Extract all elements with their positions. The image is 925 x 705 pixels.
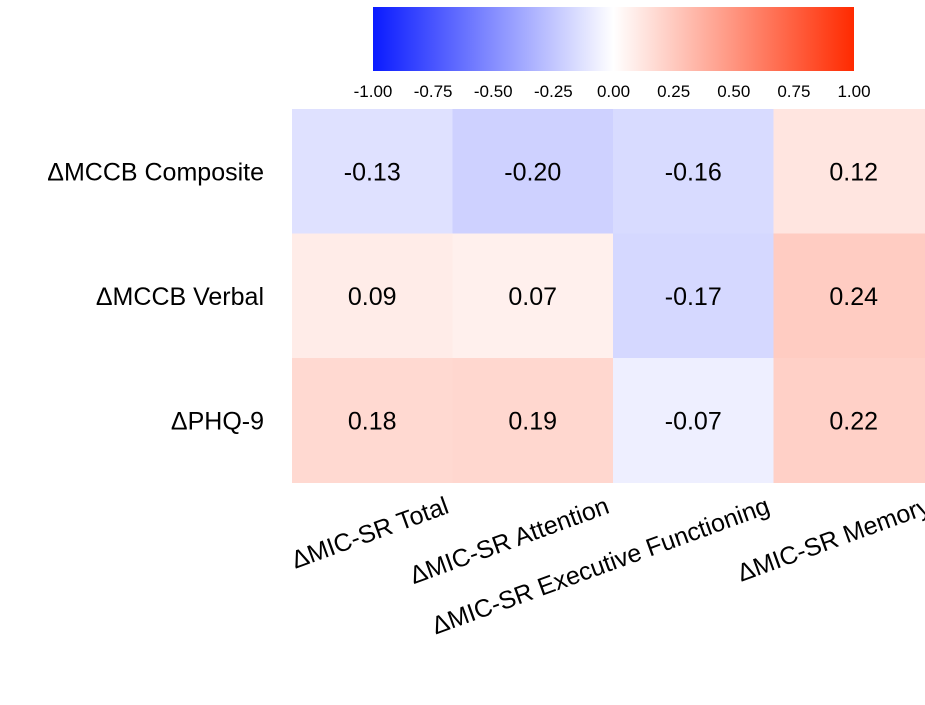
heatmap-cell	[613, 358, 774, 483]
heatmap-cell	[292, 109, 453, 234]
cell-value-label: -0.07	[665, 407, 722, 435]
colorbar-ticks: -1.00 -0.75 -0.50 -0.25 0.00 0.25 0.50 0.75 1.00	[354, 82, 871, 101]
heatmap-cell	[452, 233, 614, 359]
colorbar-tick-label: 0.00	[597, 82, 630, 101]
heatmap-cell	[773, 109, 925, 234]
colorbar-tick-label: -0.25	[534, 82, 573, 101]
cell-value-label: 0.19	[508, 407, 557, 435]
heatmap-cell	[452, 358, 614, 483]
cell-value-label: -0.16	[665, 158, 722, 186]
cell-value-label: 0.22	[829, 407, 878, 435]
heatmap-cell	[452, 109, 614, 234]
heatmap-cell	[773, 358, 925, 483]
colorbar-tick-label: -0.50	[474, 82, 513, 101]
cell-value-label: 0.18	[348, 407, 397, 435]
colorbar-tick-label: 1.00	[837, 82, 870, 101]
cell-value-label: -0.13	[344, 158, 401, 186]
colorbar-gradient	[373, 7, 854, 71]
cell-value-label: 0.09	[348, 283, 397, 311]
heatmap-cell	[773, 233, 925, 359]
cell-value-label: -0.17	[665, 283, 722, 311]
colorbar-tick-label: 0.25	[657, 82, 690, 101]
colorbar-tick-label: -1.00	[354, 82, 393, 101]
cell-value-label: -0.20	[504, 158, 561, 186]
row-label: ΔMCCB Composite	[47, 158, 264, 186]
colorbar-tick-label: 0.50	[717, 82, 750, 101]
colorbar-tick-label: 0.75	[777, 82, 810, 101]
cell-value-label: 0.07	[508, 283, 557, 311]
colorbar-tick-label: -0.75	[414, 82, 453, 101]
heatmap-cell	[613, 109, 774, 234]
row-label: ΔMCCB Verbal	[96, 283, 264, 311]
row-labels: ΔMCCB Composite ΔMCCB Verbal ΔPHQ-9	[47, 158, 264, 435]
colorbar	[373, 7, 854, 71]
row-label: ΔPHQ-9	[171, 407, 264, 435]
heatmap-cell	[613, 233, 774, 359]
heatmap-cell	[292, 358, 453, 483]
cell-value-label: 0.12	[829, 158, 878, 186]
heatmap-cells: -0.13 -0.20 -0.16 0.12 0.09 0.07 -0.17 0.24 0.18…	[292, 109, 925, 483]
heatmap-cell	[292, 233, 453, 359]
cell-value-label: 0.24	[829, 283, 878, 311]
